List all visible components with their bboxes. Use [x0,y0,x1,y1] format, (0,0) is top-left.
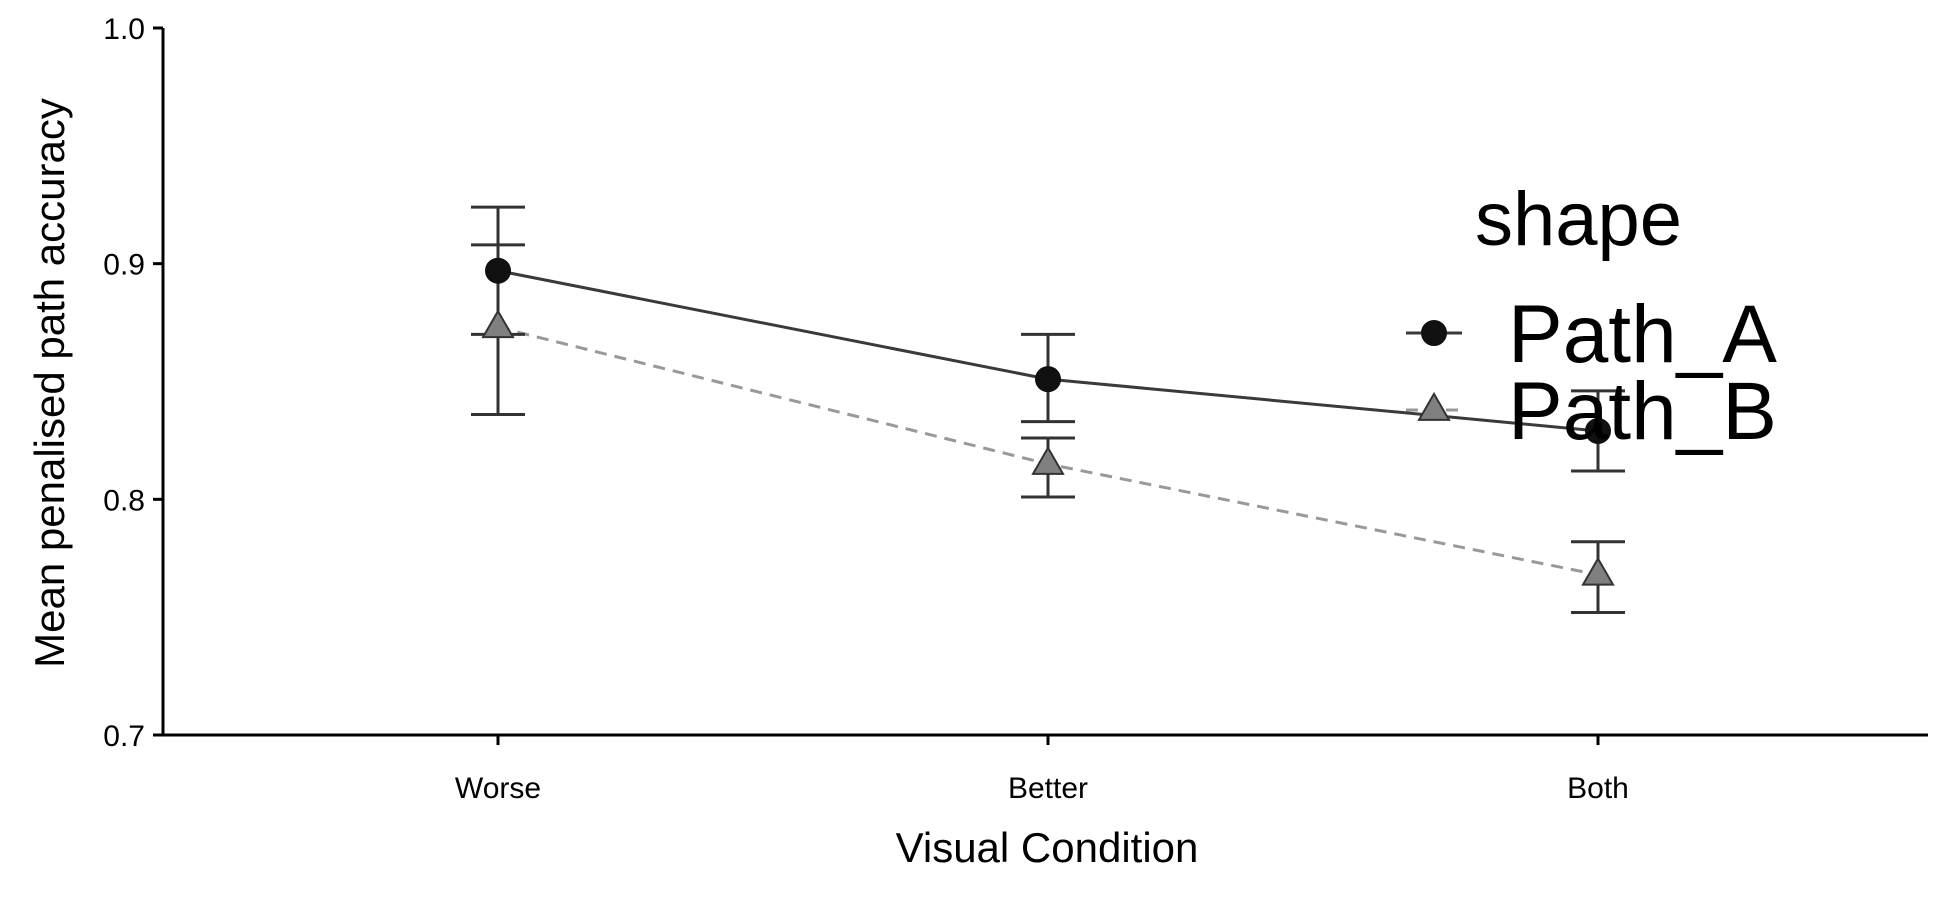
legend-item-Path_A: Path_A [1406,289,1777,380]
data-point-Path_B [481,309,515,339]
legend-title: shape [1475,177,1682,262]
data-point-Path_B [1031,445,1065,475]
legend-label: Path_B [1508,366,1777,457]
y-axis-title: Mean penalised path accuracy [26,98,73,668]
y-tick-label: 0.7 [103,720,145,753]
legend-label: Path_A [1508,289,1777,380]
x-tick-label: Both [1567,772,1629,805]
data-point-Path_A [1035,366,1061,393]
data-point-Path_A [485,257,511,284]
data-point-Path_B [1581,556,1615,586]
y-tick-label: 1.0 [103,13,145,46]
x-axis-title: Visual Condition [896,824,1199,871]
legend-item-Path_B: Path_B [1406,366,1777,457]
y-tick-label: 0.8 [103,484,145,517]
x-axis-ticks: Worse Better Both [455,735,1629,805]
legend-key-marker [1421,320,1447,346]
plot-area [471,205,1625,614]
data-point-Path_A [1585,417,1611,444]
y-axis-ticks: 0.7 0.8 0.9 1.0 [103,13,163,753]
x-tick-label: Better [1008,772,1088,805]
y-tick-label: 0.9 [103,249,145,282]
legend-key-marker [1417,391,1451,421]
x-tick-label: Worse [455,772,541,805]
